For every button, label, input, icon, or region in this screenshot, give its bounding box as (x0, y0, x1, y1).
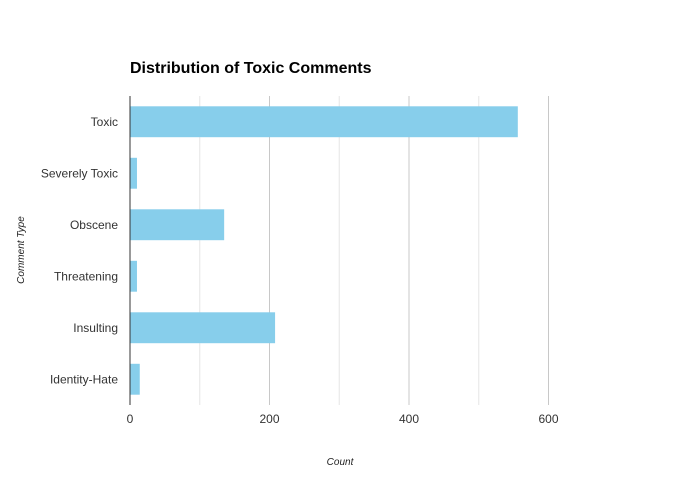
bar-severely-toxic (130, 157, 137, 189)
y-axis-label: Comment Type (16, 216, 27, 284)
y-tick-label: Insulting (73, 321, 118, 335)
bar-identity-hate (130, 363, 140, 395)
bar-obscene (130, 209, 225, 241)
bars (130, 106, 518, 395)
bar-threatening (130, 260, 137, 292)
x-axis-label: Count (327, 457, 355, 468)
y-tick-label: Toxic (91, 115, 118, 129)
x-tick-label: 600 (538, 412, 558, 426)
y-tick-label: Severely Toxic (41, 166, 118, 180)
x-tick-label: 400 (399, 412, 419, 426)
x-tick-label: 0 (127, 412, 134, 426)
bar-toxic (130, 106, 518, 138)
y-tick-label: Obscene (70, 218, 118, 232)
chart-title: Distribution of Toxic Comments (130, 60, 372, 77)
x-tick-label: 200 (259, 412, 279, 426)
y-tick-labels: Toxic Severely Toxic Obscene Threatening Ins… (41, 115, 118, 387)
x-tick-labels: 0 200 400 600 (127, 412, 559, 426)
bar-insulting (130, 312, 276, 344)
y-tick-label: Threatening (54, 269, 118, 283)
gridlines (199, 96, 549, 405)
y-tick-label: Identity-Hate (50, 372, 118, 386)
